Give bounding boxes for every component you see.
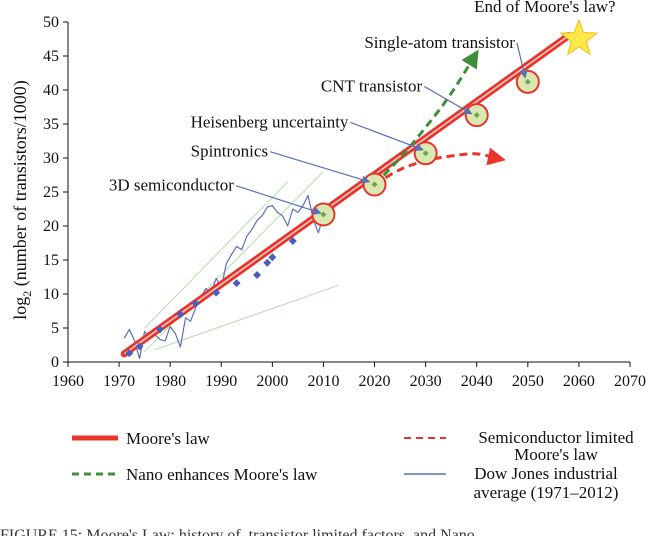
annotation-text-1: Single-atom transistor xyxy=(364,33,515,52)
historical-point xyxy=(253,270,262,279)
legend-label-semiconductor-limited-2: Moore's law xyxy=(514,445,599,464)
y-tick-label: 10 xyxy=(43,286,59,303)
annotations-layer: End of Moore's law? Single-atom transisto… xyxy=(109,0,616,215)
milestone-marker-2 xyxy=(422,150,429,157)
historical-point xyxy=(191,299,200,308)
historical-point xyxy=(135,342,144,351)
legend: Moore's law Nano enhances Moore's law Se… xyxy=(72,428,634,502)
historical-points-layer xyxy=(125,236,297,358)
y-tick-label: 5 xyxy=(51,320,59,337)
legend-label-dow-jones-1: Dow Jones industrial xyxy=(474,464,618,483)
y-tick-label: 25 xyxy=(43,184,59,201)
end-of-moores-law-star xyxy=(559,18,599,56)
annotation-text-4: Spintronics xyxy=(191,142,268,161)
x-tick-label: 1990 xyxy=(205,373,237,390)
milestone-marker-4 xyxy=(524,78,531,85)
fit-line-1 xyxy=(144,171,324,353)
dow-jones-layer xyxy=(123,194,335,360)
annotation-arrow-2 xyxy=(423,85,473,115)
legend-label-nano: Nano enhances Moore's law xyxy=(126,465,318,484)
series-line-moores-law-highlight xyxy=(123,34,570,355)
y-axis-label-sub: 2 xyxy=(20,291,34,297)
y-axis-label-main: log xyxy=(10,297,30,320)
y-axis-label-rest: (number of transistors/1000) xyxy=(10,80,31,290)
x-tick-label: 2040 xyxy=(461,373,493,390)
x-tick-label: 2070 xyxy=(614,373,646,390)
y-tick-label: 35 xyxy=(43,116,59,133)
x-tick-label: 1960 xyxy=(52,373,84,390)
historical-point xyxy=(125,349,134,358)
x-tick-label: 1970 xyxy=(103,373,135,390)
annotation-arrow-3 xyxy=(350,121,424,152)
y-tick-label: 20 xyxy=(43,218,59,235)
milestone-marker-0 xyxy=(320,211,327,218)
annotation-text-5: 3D semiconductor xyxy=(109,176,234,195)
y-tick-label: 15 xyxy=(43,252,59,269)
y-tick-label: 45 xyxy=(43,48,59,65)
x-tick-label: 1980 xyxy=(154,373,186,390)
historical-point xyxy=(176,310,185,319)
historical-point xyxy=(268,253,277,262)
fit-line-2 xyxy=(154,284,339,351)
series-line-nano xyxy=(373,49,479,186)
y-tick-label: 50 xyxy=(43,14,59,31)
x-tick-label: 2060 xyxy=(563,373,595,390)
y-tick-label: 30 xyxy=(43,150,59,167)
y-axis-label: log2 (number of transistors/1000) xyxy=(10,80,34,319)
axes-layer: 1960 1970 1980 1990 2000 2010 2020 2030 2040 2050… xyxy=(43,14,646,390)
x-tick-label: 2000 xyxy=(256,373,288,390)
x-tick-label: 2020 xyxy=(359,373,391,390)
milestone-marker-3 xyxy=(473,112,480,119)
legend-label-dow-jones-2: average (1971–2012) xyxy=(474,483,619,502)
series-line-semiconductor-limited xyxy=(373,147,506,186)
historical-point xyxy=(155,325,164,334)
historical-point xyxy=(212,288,221,297)
historical-point xyxy=(232,279,241,288)
legend-label-semiconductor-limited-1: Semiconductor limited xyxy=(478,428,634,447)
annotation-arrow-4 xyxy=(269,151,371,184)
fit-lines xyxy=(144,171,339,353)
annotation-arrow-5 xyxy=(235,185,322,215)
x-tick-label: 2010 xyxy=(307,373,339,390)
series-layer xyxy=(120,32,573,358)
y-tick-label: 0 xyxy=(51,354,59,371)
figure-caption: FIGURE 15: Moore's Law: history of, tran… xyxy=(0,527,475,536)
annotation-text-0: End of Moore's law? xyxy=(474,0,615,16)
annotation-arrow-1 xyxy=(516,42,528,79)
y-tick-label: 40 xyxy=(43,82,59,99)
annotation-text-2: CNT transistor xyxy=(321,76,423,95)
x-tick-label: 2050 xyxy=(512,373,544,390)
fit-line-0 xyxy=(144,181,289,329)
historical-point xyxy=(288,236,297,245)
annotation-text-3: Heisenberg uncertainty xyxy=(191,112,349,131)
historical-point xyxy=(263,258,272,267)
legend-label-moores-law: Moore's law xyxy=(126,429,211,448)
series-line-dow-jones xyxy=(123,194,335,360)
x-tick-label: 2030 xyxy=(410,373,442,390)
milestone-marker-1 xyxy=(371,181,378,188)
